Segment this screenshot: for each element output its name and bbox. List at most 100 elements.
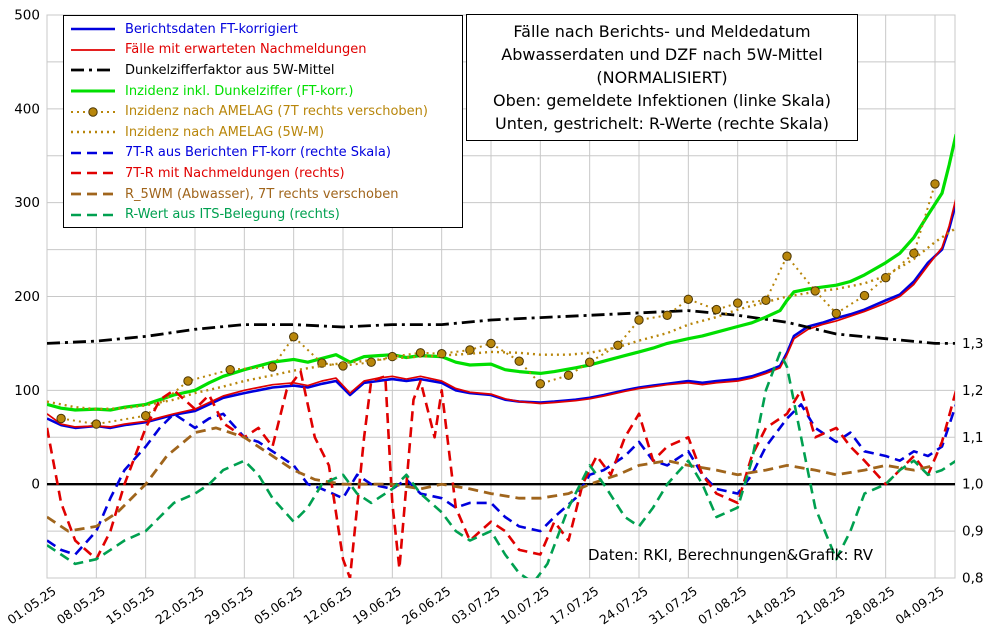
x-axis-tick-label: 19.06.25: [350, 583, 404, 627]
x-axis-tick-label: 22.05.25: [153, 583, 207, 627]
data-point-marker: [909, 248, 919, 259]
y-left-tick-label: 500: [14, 8, 40, 24]
data-point-marker: [585, 357, 595, 367]
legend-item-r-nachmeldungen: 7T-R mit Nachmeldungen (rechts): [70, 163, 456, 184]
data-point-marker: [141, 411, 151, 421]
data-point-marker: [930, 179, 940, 189]
data-point-marker: [810, 286, 820, 296]
data-point-marker: [289, 332, 299, 342]
x-axis-tick-label: 17.07.25: [547, 583, 601, 627]
x-axis-tick-label: 31.07.25: [646, 583, 700, 627]
y-right-tick-label: 1,0: [962, 477, 983, 493]
legend-line-sample: [71, 106, 115, 117]
data-point-marker: [225, 365, 235, 375]
legend-label: Fälle mit erwarteten Nachmeldungen: [125, 42, 367, 58]
legend-label: Inzidenz inkl. Dunkelziffer (FT-korr.): [125, 83, 354, 99]
x-axis-tick-label: 26.06.25: [399, 583, 453, 627]
legend-line-sample: [71, 192, 115, 196]
legend-item-faelle-nachmeldungen: Fälle mit erwarteten Nachmeldungen: [70, 40, 456, 61]
x-axis-tick-label: 24.07.25: [597, 583, 651, 627]
legend-marker-dot: [88, 106, 98, 117]
data-point-marker: [662, 310, 672, 320]
y-left-tick-label: 200: [14, 289, 40, 305]
series-line-r-nachmeldungen: [47, 370, 955, 578]
x-axis-tick-label: 10.07.25: [498, 583, 552, 627]
data-point-marker: [535, 379, 545, 389]
x-axis-tick-label: 28.08.25: [843, 583, 897, 627]
legend-label: Dunkelzifferfaktor aus 5W-Mittel: [125, 62, 335, 78]
series-line-r-berichte: [47, 403, 955, 556]
data-point-marker: [683, 294, 693, 304]
x-axis-tick-label: 04.09.25: [893, 583, 947, 627]
y-right-tick-label: 0,9: [962, 524, 983, 540]
x-axis-tick-label: 21.08.25: [794, 583, 848, 627]
legend-label: 7T-R aus Berichten FT-korr (rechte Skala…: [125, 145, 391, 161]
data-point-marker: [831, 308, 841, 319]
y-left-tick-label: 300: [14, 195, 40, 211]
data-point-marker: [56, 413, 66, 424]
data-point-marker: [563, 370, 574, 380]
series-line-faelle-nachmeldungen: [47, 198, 955, 428]
y-left-tick-label: 400: [14, 101, 40, 117]
legend-label: R-Wert aus ITS-Belegung (rechts): [125, 207, 340, 223]
legend-item-berichtsdaten-ft: Berichtsdaten FT-korrigiert: [70, 19, 456, 40]
legend-item-dunkelziffer-faktor: Dunkelzifferfaktor aus 5W-Mittel: [70, 60, 456, 81]
data-point-marker: [183, 376, 193, 386]
data-point-marker: [338, 361, 348, 371]
x-axis-tick-label: 08.05.25: [54, 583, 108, 627]
y-right-tick-label: 1,1: [962, 430, 983, 446]
title-line-2: Abwasserdaten und DZF nach 5W-Mittel: [501, 45, 823, 64]
legend-item-r-its: R-Wert aus ITS-Belegung (rechts): [70, 204, 456, 225]
legend-label: R_5WM (Abwasser), 7T rechts verschoben: [125, 186, 399, 202]
title-line-1: Fälle nach Berichts- und Meldedatum: [513, 22, 811, 41]
legend-line-sample: [71, 131, 115, 134]
series-layer: [47, 133, 955, 578]
x-axis-tick-label: 12.06.25: [301, 583, 355, 627]
data-point-marker: [465, 345, 475, 355]
data-point-marker: [514, 356, 524, 366]
legend-label: Inzidenz nach AMELAG (7T rechts verschob…: [125, 104, 428, 120]
legend-line-sample: [71, 49, 115, 51]
data-point-marker: [761, 295, 771, 305]
title-line-3: (NORMALISIERT): [596, 68, 728, 87]
legend-item-r-berichte: 7T-R aus Berichten FT-korr (rechte Skala…: [70, 143, 456, 164]
x-axis-tick-label: 15.05.25: [103, 583, 157, 627]
y-right-tick-label: 1,3: [962, 336, 983, 352]
x-axis-tick-label: 14.08.25: [745, 583, 799, 627]
legend-line-sample: [71, 172, 115, 175]
x-axis-tick-label: 07.08.25: [695, 583, 749, 627]
data-point-marker: [91, 419, 102, 429]
legend-item-amelag-7t: Inzidenz nach AMELAG (7T rechts verschob…: [70, 101, 456, 122]
x-axis-tick-label: 05.06.25: [251, 583, 305, 627]
legend-line-sample: [71, 69, 115, 72]
data-point-marker: [859, 290, 870, 301]
x-axis-tick-label: 03.07.25: [449, 583, 503, 627]
series-line-r-5wm-abwasser: [47, 426, 936, 533]
legend-label: 7T-R mit Nachmeldungen (rechts): [125, 165, 345, 181]
title-line-4: Oben: gemeldete Infektionen (linke Skala…: [493, 91, 831, 110]
data-point-marker: [267, 362, 278, 372]
series-line-amelag-5wm: [47, 227, 955, 411]
legend-line-sample: [71, 89, 115, 93]
y-right-tick-label: 0,8: [962, 571, 983, 587]
data-source-note: Daten: RKI, Berechnungen&Grafik: RV: [588, 546, 874, 564]
legend-line-sample: [71, 213, 115, 216]
x-axis-tick-label: 29.05.25: [202, 583, 256, 627]
legend-line-sample: [71, 27, 115, 31]
x-axis-tick-label: 01.05.25: [5, 583, 59, 627]
y-left-tick-label: 0: [31, 477, 40, 493]
legend-item-r-5wm-abwasser: R_5WM (Abwasser), 7T rechts verschoben: [70, 184, 456, 205]
legend-item-amelag-5wm: Inzidenz nach AMELAG (5W-M): [70, 122, 456, 143]
data-point-marker: [486, 338, 496, 349]
series-line-r-its: [47, 351, 955, 578]
data-point-marker: [782, 251, 792, 261]
data-point-marker: [711, 304, 722, 315]
y-right-tick-label: 1,2: [962, 383, 983, 399]
data-point-marker: [366, 357, 376, 367]
legend-line-sample: [71, 151, 115, 155]
legend: Berichtsdaten FT-korrigiert Fälle mit erw…: [63, 15, 463, 228]
y-left-tick-label: 100: [14, 383, 40, 399]
data-point-marker: [733, 298, 743, 308]
title-line-5: Unten, gestrichelt: R-Werte (rechte Skal…: [495, 114, 829, 133]
